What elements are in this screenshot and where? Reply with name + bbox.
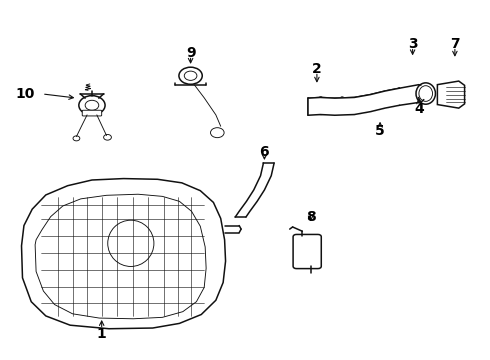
Text: 9: 9	[186, 46, 196, 60]
Text: 10: 10	[16, 87, 35, 101]
Polygon shape	[438, 81, 465, 108]
Text: 1: 1	[97, 327, 106, 341]
Text: 6: 6	[260, 144, 269, 158]
Ellipse shape	[338, 97, 346, 115]
Polygon shape	[22, 179, 225, 329]
Text: 4: 4	[414, 102, 424, 116]
Circle shape	[211, 128, 224, 138]
FancyBboxPatch shape	[82, 110, 102, 116]
Text: 8: 8	[306, 210, 316, 224]
Ellipse shape	[317, 97, 325, 115]
Circle shape	[73, 136, 80, 141]
Text: 5: 5	[375, 124, 385, 138]
Text: 3: 3	[408, 37, 417, 51]
Text: 2: 2	[312, 62, 322, 76]
Ellipse shape	[416, 83, 436, 104]
Ellipse shape	[108, 220, 154, 266]
Circle shape	[103, 134, 111, 140]
Text: 7: 7	[450, 37, 460, 51]
Circle shape	[179, 67, 202, 84]
FancyBboxPatch shape	[293, 234, 321, 269]
Circle shape	[79, 96, 105, 115]
